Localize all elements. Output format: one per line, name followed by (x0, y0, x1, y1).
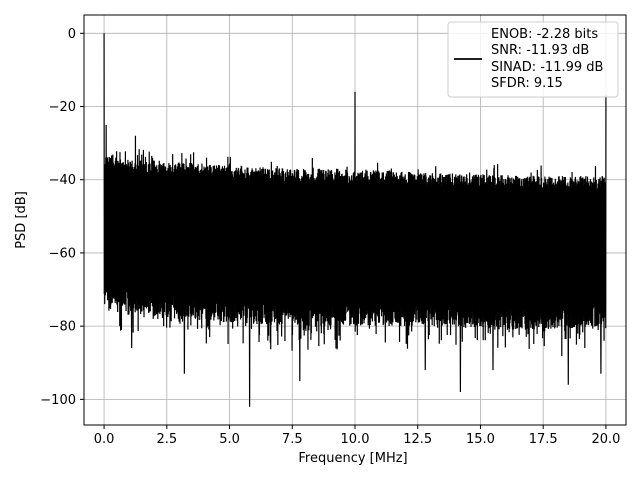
y-tick-label: −80 (49, 320, 76, 335)
y-tick-label: −20 (49, 100, 76, 115)
x-tick-label: 12.5 (403, 432, 432, 447)
x-tick-label: 0.0 (94, 432, 115, 447)
x-tick-label: 17.5 (529, 432, 558, 447)
legend: ENOB: -2.28 bits SNR: -11.93 dB SINAD: -… (447, 21, 619, 98)
legend-sfdr: SFDR: 9.15 (491, 76, 563, 91)
plot-area (103, 33, 607, 407)
x-tick-label: 5.0 (219, 432, 240, 447)
y-axis: 0 −20 −40 −60 −80 −100 (40, 27, 84, 408)
y-tick-label: −100 (40, 393, 76, 408)
legend-sinad: SINAD: -11.99 dB (491, 60, 603, 75)
y-axis-title: PSD [dB] (14, 191, 29, 249)
legend-snr: SNR: -11.93 dB (491, 43, 589, 58)
y-tick-label: −40 (49, 173, 76, 188)
y-tick-label: −60 (49, 246, 76, 261)
x-tick-label: 2.5 (156, 432, 177, 447)
x-tick-label: 10.0 (341, 432, 370, 447)
legend-box (447, 21, 619, 98)
psd-series-line (103, 33, 607, 407)
legend-enob: ENOB: -2.28 bits (491, 27, 598, 42)
y-tick-label: 0 (68, 27, 76, 42)
x-axis-title: Frequency [MHz] (298, 451, 407, 466)
x-tick-label: 15.0 (466, 432, 495, 447)
x-axis: 0.0 2.5 5.0 7.5 10.0 12.5 15.0 17.5 20.0 (94, 425, 620, 447)
x-tick-label: 7.5 (282, 432, 303, 447)
x-tick-label: 20.0 (591, 432, 620, 447)
